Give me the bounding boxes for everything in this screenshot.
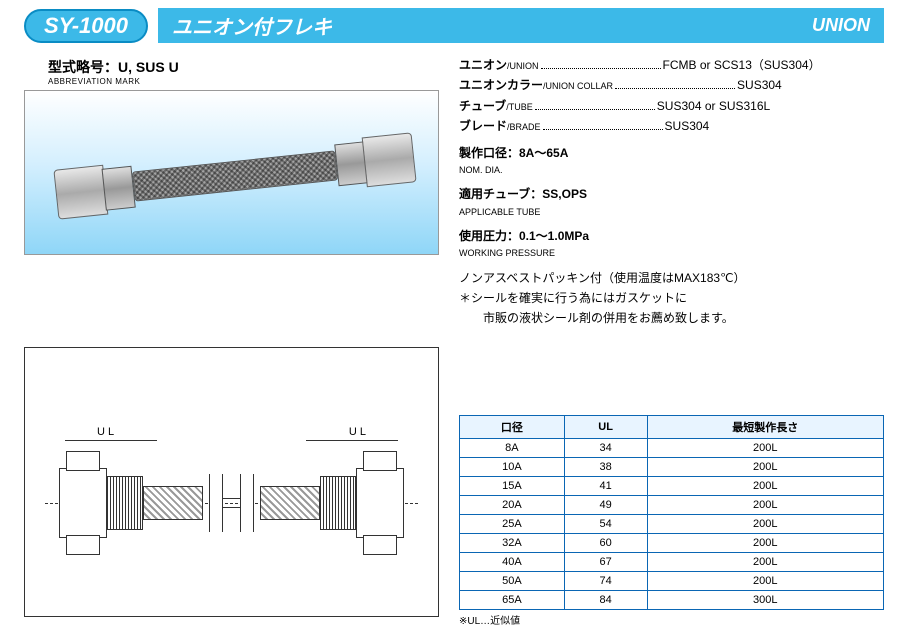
ul-label-right: U L: [349, 426, 366, 438]
table-cell: 41: [564, 476, 647, 495]
table-cell: 300L: [647, 590, 883, 609]
model-badge: SY-1000: [24, 9, 148, 43]
table-row: 50A74200L: [460, 571, 884, 590]
note3: 市販の液状シール剤の併用をお薦め致します。: [459, 308, 884, 328]
material-row: ユニオンカラー/UNION COLLAR SUS304: [459, 75, 884, 95]
table-cell: 200L: [647, 571, 883, 590]
material-value: SUS304: [665, 116, 710, 136]
nom-dia-en: NOM. DIA.: [459, 163, 884, 178]
material-value: FCMB or SCS13（SUS304）: [663, 55, 821, 75]
table-row: 20A49200L: [460, 495, 884, 514]
table-cell: 34: [564, 438, 647, 457]
table-cell: 84: [564, 590, 647, 609]
table-cell: 54: [564, 514, 647, 533]
material-label-en: /TUBE: [506, 100, 533, 115]
abbrev-value: U, SUS U: [118, 59, 179, 75]
title-bar: ユニオン付フレキ UNION: [158, 8, 884, 43]
material-label-jp: ブレード: [459, 116, 507, 136]
app-tube-jp: 適用チューブ：SS,OPS: [459, 184, 884, 204]
table-cell: 200L: [647, 552, 883, 571]
specifications: ユニオン/UNIONFCMB or SCS13（SUS304）ユニオンカラー/U…: [459, 51, 884, 329]
abbreviation: 型式略号：U, SUS U ABBREVIATION MARK: [48, 57, 439, 86]
material-label-en: /BRADE: [507, 120, 541, 135]
table-cell: 25A: [460, 514, 565, 533]
table-row: 15A41200L: [460, 476, 884, 495]
product-image: [24, 90, 439, 255]
table-cell: 32A: [460, 533, 565, 552]
material-value: SUS304: [737, 75, 782, 95]
material-label-jp: ユニオン: [459, 55, 507, 75]
table-cell: 15A: [460, 476, 565, 495]
material-label-jp: ユニオンカラー: [459, 75, 543, 95]
header: SY-1000 ユニオン付フレキ UNION: [24, 8, 884, 43]
table-cell: 65A: [460, 590, 565, 609]
spec-table: 口径UL最短製作長さ 8A34200L10A38200L15A41200L20A…: [459, 415, 884, 610]
table-cell: 200L: [647, 495, 883, 514]
table-cell: 200L: [647, 476, 883, 495]
pressure-en: WORKING PRESSURE: [459, 246, 884, 261]
nom-dia-jp: 製作口径：8A〜65A: [459, 143, 884, 163]
table-cell: 49: [564, 495, 647, 514]
abbrev-label-jp: 型式略号：: [48, 59, 118, 75]
table-note: ※UL…近似値: [459, 612, 884, 627]
material-row: ユニオン/UNION FCMB or SCS13（SUS304）: [459, 55, 884, 75]
note2: ＊シールを確実に行う為にはガスケットに: [459, 288, 884, 308]
table-row: 65A84300L: [460, 590, 884, 609]
app-tube-en: APPLICABLE TUBE: [459, 205, 884, 220]
table-row: 8A34200L: [460, 438, 884, 457]
table-header: 口径: [460, 415, 565, 438]
table-row: 10A38200L: [460, 457, 884, 476]
pressure-jp: 使用圧力：0.1〜1.0MPa: [459, 226, 884, 246]
table-cell: 10A: [460, 457, 565, 476]
material-label-en: /UNION COLLAR: [543, 79, 613, 94]
table-cell: 38: [564, 457, 647, 476]
material-row: チューブ/TUBE SUS304 or SUS316L: [459, 96, 884, 116]
table-cell: 20A: [460, 495, 565, 514]
table-cell: 200L: [647, 533, 883, 552]
table-header: UL: [564, 415, 647, 438]
table-cell: 67: [564, 552, 647, 571]
technical-drawing: U L U L: [24, 347, 439, 617]
material-label-jp: チューブ: [459, 96, 506, 116]
note1: ノンアスベストパッキン付（使用温度はMAX183℃）: [459, 268, 884, 288]
table-cell: 40A: [460, 552, 565, 571]
table-cell: 200L: [647, 514, 883, 533]
table-row: 40A67200L: [460, 552, 884, 571]
table-cell: 8A: [460, 438, 565, 457]
ul-label-left: U L: [97, 426, 114, 438]
material-label-en: /UNION: [507, 59, 539, 74]
abbrev-label-en: ABBREVIATION MARK: [48, 77, 439, 86]
table-header: 最短製作長さ: [647, 415, 883, 438]
table-row: 25A54200L: [460, 514, 884, 533]
table-row: 32A60200L: [460, 533, 884, 552]
table-cell: 200L: [647, 438, 883, 457]
title-en: UNION: [812, 15, 870, 36]
spec-table-wrap: 口径UL最短製作長さ 8A34200L10A38200L15A41200L20A…: [459, 415, 884, 627]
table-cell: 74: [564, 571, 647, 590]
title-jp: ユニオン付フレキ: [172, 11, 332, 40]
table-cell: 50A: [460, 571, 565, 590]
table-cell: 60: [564, 533, 647, 552]
material-row: ブレード/BRADE SUS304: [459, 116, 884, 136]
material-value: SUS304 or SUS316L: [657, 96, 770, 116]
table-cell: 200L: [647, 457, 883, 476]
